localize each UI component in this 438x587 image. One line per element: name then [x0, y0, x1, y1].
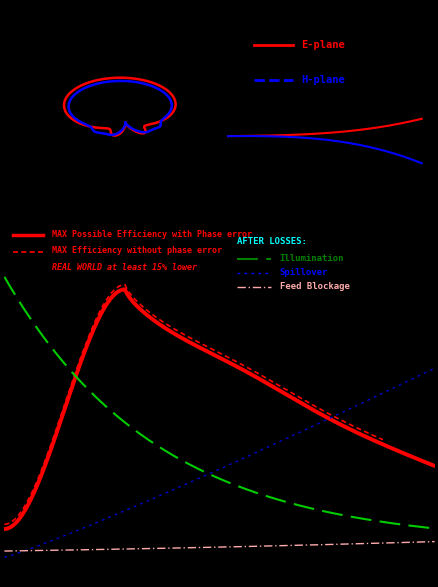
Text: Feed Blockage: Feed Blockage [279, 282, 349, 291]
Text: AFTER LOSSES:: AFTER LOSSES: [236, 237, 306, 247]
Text: H-plane: H-plane [300, 75, 344, 85]
Text: Spillover: Spillover [279, 268, 327, 277]
Text: Illumination: Illumination [279, 254, 343, 262]
Text: MAX Possible Efficiency with Phase error: MAX Possible Efficiency with Phase error [52, 230, 251, 239]
Text: REAL WORLD at least 15% lower: REAL WORLD at least 15% lower [52, 262, 196, 272]
Text: E-plane: E-plane [300, 40, 344, 50]
Text: MAX Efficiency without phase error: MAX Efficiency without phase error [52, 247, 221, 255]
